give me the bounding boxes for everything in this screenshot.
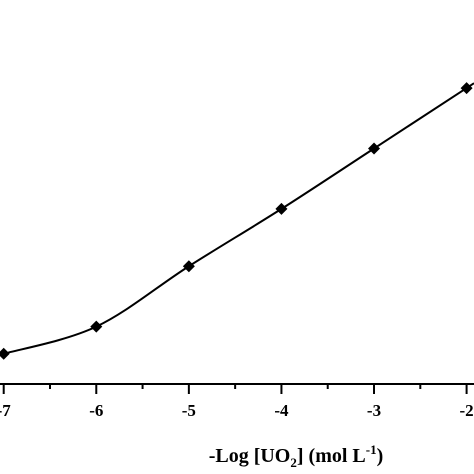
data-point-marker [275, 202, 288, 215]
x-axis [0, 383, 474, 394]
data-point-marker [182, 260, 195, 273]
x-tick-label: -4 [274, 401, 289, 420]
series-markers [0, 82, 473, 360]
x-tick-label: -2 [460, 401, 474, 420]
x-tick-label: -5 [182, 401, 196, 420]
x-tick-label: -3 [367, 401, 381, 420]
x-tick-label: -7 [0, 401, 11, 420]
x-tick-label: -6 [89, 401, 103, 420]
data-point-marker [368, 142, 381, 155]
series-line [3, 82, 474, 355]
data-point-marker [90, 320, 103, 333]
data-point-marker [0, 347, 10, 360]
x-axis-title: -Log [UO2] (mol L-1) [209, 442, 384, 470]
x-tick-labels: -7 -6 -5 -4 -3 -2 [0, 401, 474, 420]
data-point-marker [460, 82, 473, 95]
series-curve-layer [3, 82, 474, 355]
